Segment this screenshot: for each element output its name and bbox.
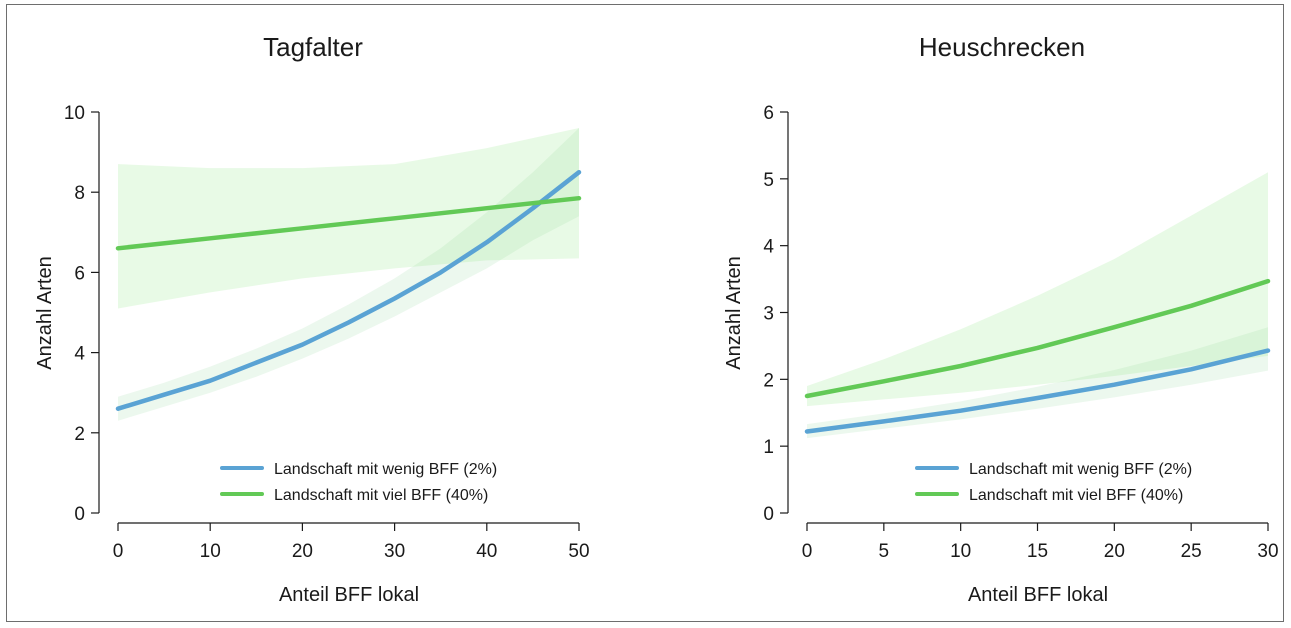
x-tick-label: 10	[950, 541, 971, 562]
chart-title: Heuschrecken	[919, 32, 1085, 62]
x-tick-label: 30	[384, 541, 405, 562]
confidence-bands	[118, 128, 579, 421]
x-tick-label: 50	[568, 541, 589, 562]
y-tick-label: 4	[763, 237, 774, 258]
y-tick-label: 2	[763, 370, 774, 391]
legend: Landschaft mit wenig BFF (2%) Landschaft…	[915, 461, 1192, 504]
legend-label-wenig: Landschaft mit wenig BFF (2%)	[969, 461, 1192, 478]
legend-label-viel: Landschaft mit viel BFF (40%)	[969, 487, 1183, 504]
series-line-wenig	[804, 348, 1271, 434]
y-tick-label: 1	[763, 437, 774, 458]
band-viel	[118, 128, 579, 309]
y-tick-label: 2	[74, 424, 85, 445]
legend-label-viel: Landschaft mit viel BFF (40%)	[274, 487, 488, 504]
x-tick-label: 25	[1181, 541, 1202, 562]
y-tick-label: 5	[763, 170, 774, 191]
legend-label-wenig: Landschaft mit wenig BFF (2%)	[274, 461, 497, 478]
series-line-wenig	[115, 169, 582, 411]
y-tick-label: 6	[74, 263, 85, 284]
x-tick-label: 10	[200, 541, 221, 562]
x-tick-label: 0	[802, 541, 813, 562]
series-line-viel	[115, 195, 582, 251]
band-wenig	[118, 128, 579, 421]
series-lines	[115, 169, 582, 411]
series-line-viel	[804, 278, 1271, 399]
x-tick-label: 5	[879, 541, 890, 562]
x-axis-label: Anteil BFF lokal	[968, 584, 1108, 606]
y-tick-label: 4	[74, 344, 85, 365]
y-axis-label: Anzahl Arten	[34, 256, 56, 369]
x-tick-label: 40	[476, 541, 497, 562]
y-tick-label: 6	[763, 103, 774, 124]
y-tick-label: 10	[64, 103, 85, 124]
x-tick-label: 20	[292, 541, 313, 562]
x-tick-label: 15	[1027, 541, 1048, 562]
chart-title: Tagfalter	[263, 32, 363, 62]
x-tick-label: 20	[1104, 541, 1125, 562]
x-axis-label: Anteil BFF lokal	[279, 584, 419, 606]
band-viel	[807, 172, 1268, 407]
y-tick-label: 0	[74, 504, 85, 525]
band-wenig	[807, 327, 1268, 439]
figure-frame	[6, 4, 1284, 622]
y-tick-label: 8	[74, 183, 85, 204]
x-tick-label: 30	[1257, 541, 1278, 562]
confidence-bands	[807, 172, 1268, 439]
axes: 0 1 2 3 4 5 6 0 5 10 15 20 25 30	[763, 103, 1278, 562]
series-lines	[804, 278, 1271, 434]
y-tick-label: 0	[763, 504, 774, 525]
chart-heuschrecken: Heuschrecken 0 1 2 3 4 5 6 0 5 10 15 20 25 30 Anteil …	[723, 32, 1279, 606]
x-tick-label: 0	[113, 541, 124, 562]
chart-tagfalter: Tagfalter 0 2 4 6 8 10 0 10 20 30 40 50 Anteil BFF …	[34, 32, 590, 606]
y-tick-label: 3	[763, 304, 774, 325]
axes: 0 2 4 6 8 10 0 10 20 30 40 50	[64, 103, 590, 562]
y-axis-label: Anzahl Arten	[723, 256, 745, 369]
legend: Landschaft mit wenig BFF (2%) Landschaft…	[220, 461, 497, 504]
